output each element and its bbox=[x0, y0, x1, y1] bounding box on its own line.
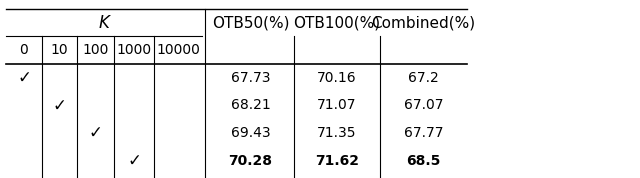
Text: OTB100(%): OTB100(%) bbox=[293, 15, 381, 30]
Text: ✓: ✓ bbox=[88, 124, 102, 142]
Text: 0: 0 bbox=[20, 43, 28, 57]
Text: 71.07: 71.07 bbox=[317, 98, 356, 112]
Text: 71.35: 71.35 bbox=[317, 126, 356, 140]
Text: 100: 100 bbox=[82, 43, 109, 57]
Text: K: K bbox=[99, 14, 109, 32]
Text: 70.16: 70.16 bbox=[317, 71, 356, 85]
Text: 68.5: 68.5 bbox=[406, 154, 440, 168]
Text: 10: 10 bbox=[51, 43, 68, 57]
Text: Combined(%): Combined(%) bbox=[371, 15, 476, 30]
Text: 69.43: 69.43 bbox=[231, 126, 270, 140]
Text: 67.77: 67.77 bbox=[404, 126, 443, 140]
Text: ✓: ✓ bbox=[17, 69, 31, 87]
Text: ✓: ✓ bbox=[127, 152, 141, 170]
Text: 68.21: 68.21 bbox=[230, 98, 271, 112]
Text: 67.73: 67.73 bbox=[231, 71, 270, 85]
Text: 70.28: 70.28 bbox=[228, 154, 273, 168]
Text: ✓: ✓ bbox=[52, 96, 66, 114]
Text: OTB50(%): OTB50(%) bbox=[212, 15, 289, 30]
Text: 10000: 10000 bbox=[156, 43, 200, 57]
Text: 67.07: 67.07 bbox=[404, 98, 443, 112]
Text: 1000: 1000 bbox=[116, 43, 152, 57]
Text: 67.2: 67.2 bbox=[408, 71, 439, 85]
Text: 71.62: 71.62 bbox=[315, 154, 359, 168]
